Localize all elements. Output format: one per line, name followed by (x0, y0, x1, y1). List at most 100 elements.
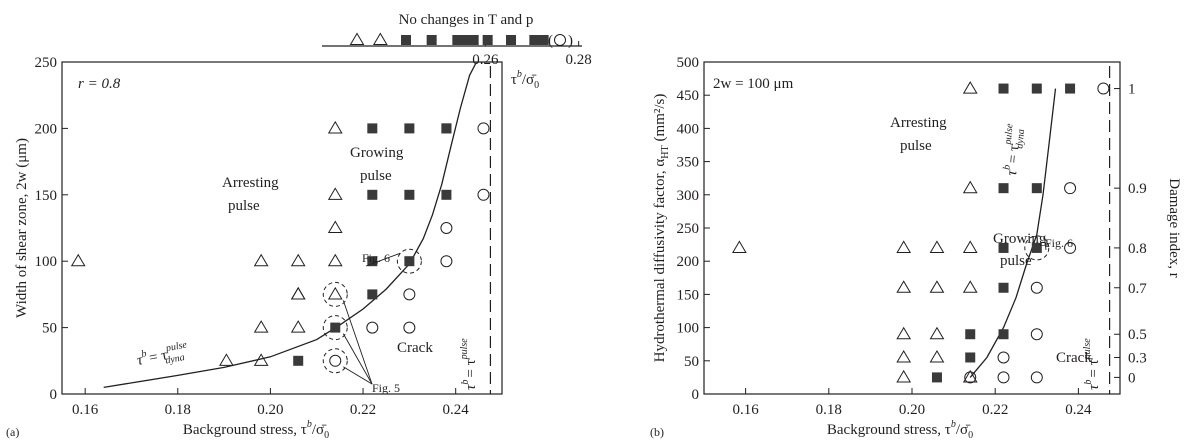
fig5-label-a: Fig. 5 (372, 381, 400, 395)
top-paren-open: ( (548, 33, 553, 49)
sq-marker-b-1-10 (1031, 83, 1042, 94)
tri-marker-b-0-13 (962, 81, 978, 94)
dyna-curve-a (103, 61, 478, 389)
sq-marker-a-1-0 (293, 355, 304, 366)
tri-marker-b-0-7 (929, 326, 945, 340)
circ-marker-b-2-8 (1097, 82, 1110, 95)
tri-marker-a-0-8 (290, 286, 306, 300)
growing-label-a-1: Growing (350, 145, 404, 161)
circ-marker-b-2-7 (1064, 182, 1077, 195)
x-axis-title-b: Background stress, τb/σ̄0 (827, 419, 973, 441)
fig5-leader-a-1 (342, 333, 373, 385)
tri-marker-b-0-10 (962, 280, 978, 293)
tri-marker-b-0-1 (896, 369, 912, 383)
x-tick-label-a-2: 0.20 (257, 402, 283, 418)
tri-marker-a-0-0 (70, 253, 86, 267)
sq-marker-b-1-2 (965, 329, 976, 340)
circ-marker-b-2-1 (997, 371, 1010, 384)
circ-marker-b-2-0 (964, 371, 977, 384)
top-circ-marker-11 (554, 34, 566, 46)
x-tick-label-a-1: 0.18 (165, 402, 191, 418)
y-tick-label-b-5: 250 (677, 221, 700, 237)
x-tick-label-b-4: 0.24 (1065, 402, 1092, 418)
tri-marker-a-0-2 (253, 353, 269, 366)
circ-marker-b-2-2 (997, 351, 1010, 364)
y-tick-label-b-8: 400 (677, 121, 700, 137)
tri-marker-a-0-10 (327, 253, 343, 267)
y-tick-label-b-9: 450 (677, 88, 700, 104)
tri-marker-b-0-3 (896, 326, 912, 340)
fig5-leader-a-2 (342, 300, 373, 385)
growing-label-a-2: pulse (360, 168, 392, 184)
plot-frame-b (703, 61, 1121, 395)
tri-marker-b-0-4 (896, 280, 912, 293)
tri-marker-b-0-14 (962, 369, 978, 383)
fig6-leader-b (1044, 239, 1047, 251)
panel-b: 0.16 0.18 0.20 0.22 0.24 0 50 100 150 200 250 300 35… (650, 55, 1182, 441)
y-tick-label-b-1: 50 (684, 354, 699, 370)
marks-a (70, 61, 492, 394)
sq-marker-a-1-8 (404, 123, 415, 134)
x-tick-label-b-1: 0.18 (816, 402, 842, 418)
x-tick-label-b-2: 0.20 (899, 402, 925, 418)
tri-marker-b-0-8 (929, 280, 945, 293)
crack-label-b: Crack (1056, 350, 1092, 366)
panel-label-a: (a) (6, 425, 19, 439)
y2-tick-label-b-3: 0.7 (1128, 281, 1147, 297)
top-sq-marker-4 (452, 35, 463, 45)
tri-marker-a-0-11 (327, 220, 343, 234)
circ-marker-a-2-2 (403, 321, 416, 334)
y-tick-label-b-6: 300 (677, 188, 700, 204)
crack-label-a: Crack (397, 340, 433, 356)
x-tick-label-b-0: 0.16 (732, 402, 759, 418)
y2-tick-label-b-4: 0.8 (1128, 241, 1147, 257)
y-tick-label-b-7: 350 (677, 155, 700, 171)
tri-marker-a-0-5 (290, 320, 306, 333)
y-tick-label-b-0: 0 (692, 387, 700, 403)
growing-label-b-2: pulse (1000, 253, 1032, 269)
circ-marker-b-2-6 (1064, 241, 1077, 254)
curve-label-b: τb= τpulsedyna (1000, 123, 1027, 177)
sq-marker-b-1-11 (1065, 83, 1076, 94)
top-sq-marker-8 (506, 35, 516, 45)
circ-marker-a-2-6 (477, 188, 490, 201)
fig5-leader-a-0 (343, 366, 373, 385)
y-tick-label-b-2: 100 (677, 321, 700, 337)
curve-label-a: τb= τpulsedyna (135, 339, 191, 372)
y2-tick-label-b-5: 0.9 (1128, 181, 1147, 197)
y-tick-label-a-2: 100 (35, 254, 58, 270)
highlight-circle-a-3 (396, 248, 422, 274)
circ-marker-a-2-1 (366, 321, 379, 334)
dyna-curve-b (969, 88, 1057, 378)
top-axis-a: 0.26 0.28 () No changes in T and p τb/σ̄0 (322, 12, 592, 91)
circ-marker-a-2-4 (440, 255, 453, 268)
sq-marker-b-1-8 (1031, 242, 1042, 253)
top-sq-marker-9 (529, 35, 540, 45)
fig6-label-a: Fig. 6 (362, 251, 390, 265)
sq-marker-b-1-7 (998, 83, 1009, 94)
y-axis-title-a: Width of shear zone, 2w (μm) (14, 138, 30, 318)
tri-marker-a-0-4 (253, 253, 269, 267)
plot-frame-a (61, 61, 503, 395)
highlight-circle-a-1 (322, 315, 348, 341)
param-label-a: r = 0.8 (78, 76, 121, 92)
circ-marker-b-2-5 (1030, 281, 1043, 294)
top-tick-label-1: 0.28 (566, 52, 592, 68)
arresting-label-b-2: pulse (900, 138, 932, 154)
top-paren-close: ) (568, 33, 573, 49)
sq-marker-a-1-7 (404, 189, 415, 200)
sq-marker-b-1-3 (998, 329, 1009, 340)
circ-marker-a-2-3 (403, 288, 416, 301)
arresting-label-a-2: pulse (228, 198, 260, 214)
sq-marker-a-1-5 (367, 123, 378, 134)
top-tri-marker-1 (372, 32, 388, 46)
fig6-label-b: Fig. 6 (1045, 236, 1073, 250)
sq-marker-a-1-4 (367, 189, 378, 200)
y2-tick-label-b-2: 0.5 (1128, 327, 1147, 343)
arresting-label-a-1: Arresting (222, 175, 279, 191)
circ-marker-a-2-5 (440, 222, 453, 234)
sq-marker-b-1-0 (931, 372, 942, 383)
sq-marker-a-1-6 (404, 256, 415, 267)
top-sq-marker-7 (482, 35, 493, 45)
